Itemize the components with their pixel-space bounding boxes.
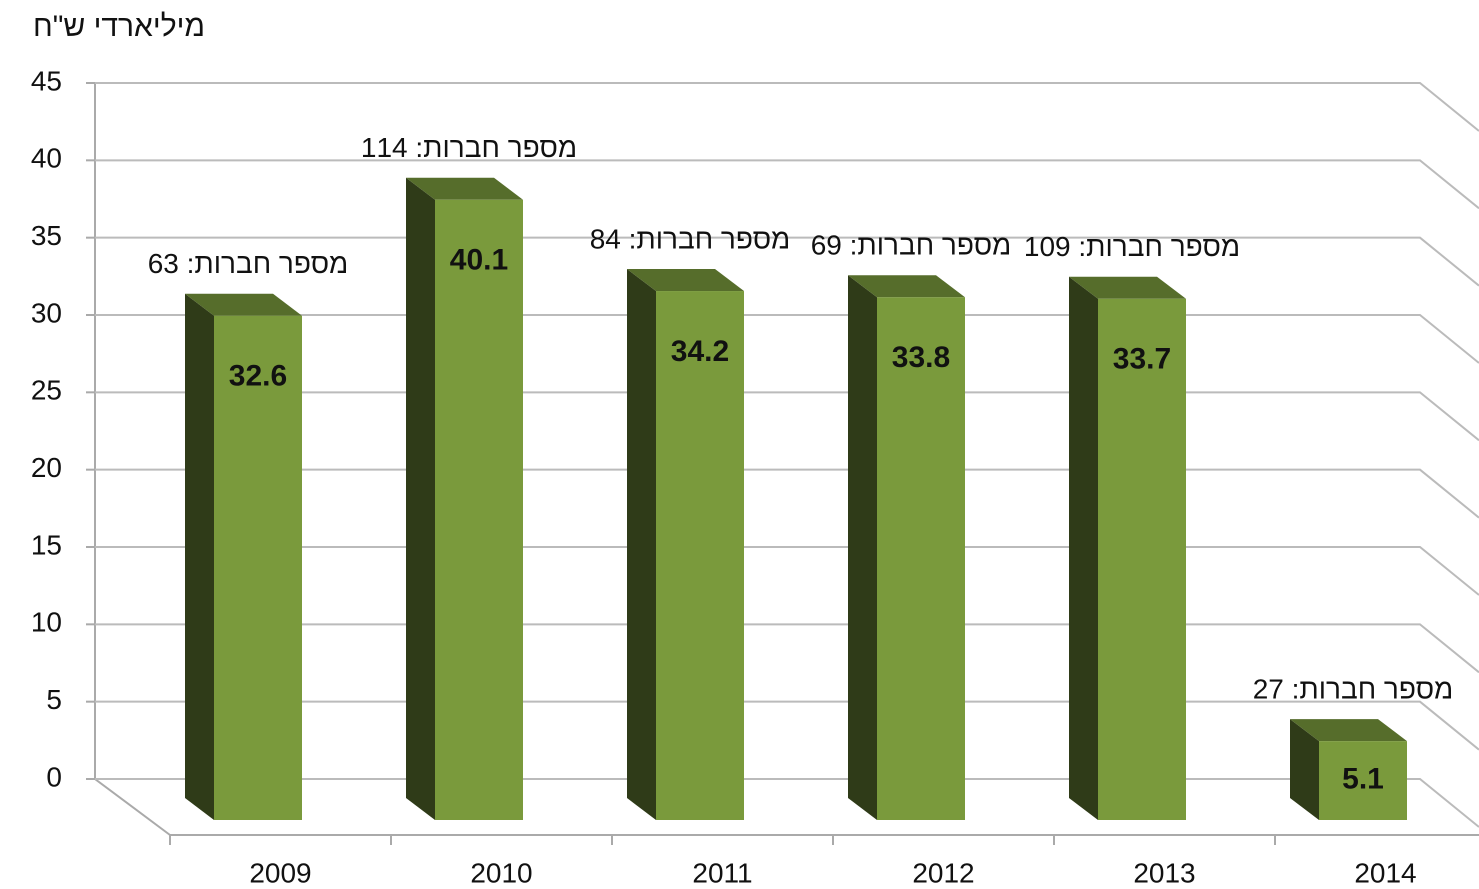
y-tick-label: 40 bbox=[31, 143, 62, 174]
annotation: מספר חברות: 109 bbox=[1024, 231, 1240, 262]
bar-side bbox=[185, 293, 214, 821]
y-tick-label: 30 bbox=[31, 297, 62, 328]
bar-top bbox=[848, 275, 965, 298]
y-tick-label: 45 bbox=[31, 65, 62, 96]
bar-side bbox=[848, 275, 877, 820]
grid-line bbox=[95, 623, 1479, 674]
y-tick-label: 25 bbox=[31, 375, 62, 406]
annotation: מספר חברות: 114 bbox=[361, 132, 577, 163]
grid-line bbox=[95, 778, 1479, 828]
bar bbox=[877, 297, 965, 820]
value-label: 40.1 bbox=[450, 244, 508, 277]
y-tick-label: 35 bbox=[31, 220, 62, 251]
grid-line bbox=[95, 314, 1479, 364]
y-axis bbox=[94, 83, 171, 836]
grid-line bbox=[95, 546, 1479, 596]
bar-top bbox=[406, 177, 523, 200]
bar-side bbox=[627, 269, 656, 820]
y-tick-label: 0 bbox=[46, 761, 62, 792]
bar bbox=[1319, 741, 1407, 820]
annotation: מספר חברות: 84 bbox=[590, 223, 791, 254]
bar-top bbox=[185, 293, 302, 316]
grid-line bbox=[95, 82, 1479, 132]
bar-top bbox=[1069, 276, 1186, 299]
y-tick-label: 10 bbox=[31, 607, 62, 638]
x-tick-label: 2009 bbox=[249, 857, 311, 888]
grid-line bbox=[95, 468, 1479, 519]
annotation: מספר חברות: 63 bbox=[148, 248, 349, 279]
value-label: 32.6 bbox=[229, 360, 287, 393]
x-tick-label: 2013 bbox=[1133, 857, 1195, 888]
y-tick-label: 5 bbox=[46, 684, 62, 715]
bar bbox=[435, 199, 523, 820]
annotation: מספר חברות: 69 bbox=[811, 230, 1012, 261]
grid-line bbox=[95, 700, 1479, 751]
bar bbox=[214, 315, 302, 820]
bar-side bbox=[1290, 719, 1319, 820]
x-tick-label: 2010 bbox=[470, 857, 532, 888]
value-label: 34.2 bbox=[671, 335, 729, 368]
bar-top bbox=[1290, 719, 1407, 742]
grid-line bbox=[95, 391, 1479, 442]
value-label: 33.7 bbox=[1113, 343, 1171, 376]
bar-side bbox=[1069, 276, 1098, 821]
y-tick-label: 15 bbox=[31, 529, 62, 560]
y-axis-label: מיליארדי ש"ח bbox=[33, 10, 205, 43]
bar bbox=[656, 291, 744, 820]
y-tick-label: 20 bbox=[31, 452, 62, 483]
grid-line bbox=[95, 159, 1479, 210]
x-tick-label: 2011 bbox=[692, 857, 752, 888]
bar-top bbox=[627, 269, 744, 292]
value-label: 5.1 bbox=[1342, 762, 1384, 795]
bar bbox=[1098, 298, 1186, 821]
annotation: מספר חברות: 27 bbox=[1253, 674, 1454, 705]
bar-side bbox=[406, 177, 435, 820]
x-tick-label: 2012 bbox=[912, 857, 974, 888]
value-label: 33.8 bbox=[892, 341, 950, 374]
grid-line bbox=[95, 236, 1479, 287]
x-tick-label: 2014 bbox=[1354, 857, 1416, 888]
